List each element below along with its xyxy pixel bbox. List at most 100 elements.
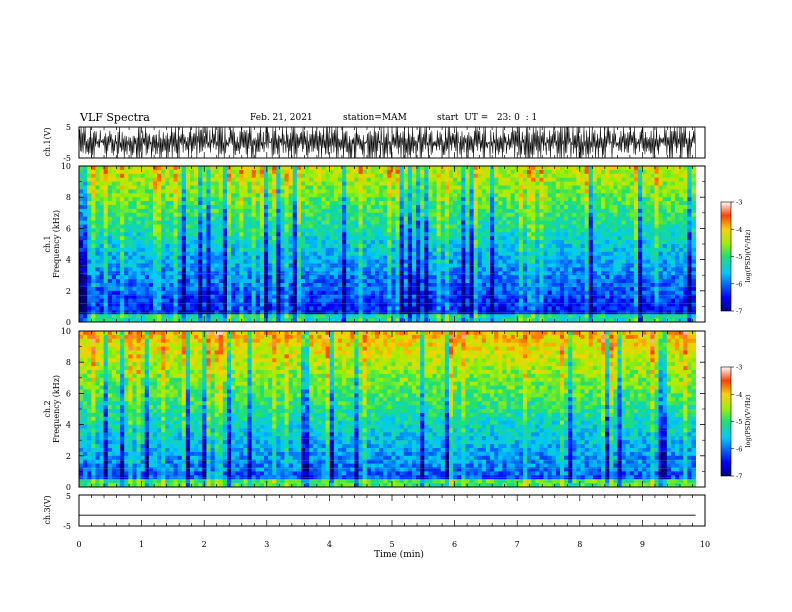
spectrogram-cell (247, 279, 252, 284)
spectrogram-cell (284, 232, 289, 237)
spectrogram-cell (453, 244, 458, 249)
spectrogram-cell (243, 212, 248, 218)
spectrogram-cell (350, 283, 355, 288)
spectrogram-cell (103, 236, 109, 241)
spectrogram-cell (506, 173, 511, 179)
spectrogram-cell (206, 193, 211, 198)
spectrogram-cell (494, 283, 499, 288)
spectrogram-cell (202, 255, 207, 260)
spectrogram-cell (465, 314, 470, 319)
spectrogram-cell (576, 318, 581, 323)
spectrogram-cell (518, 306, 524, 311)
spectrogram-cell (370, 166, 376, 171)
spectrogram-cell (514, 228, 520, 233)
spectrogram-cell (87, 247, 92, 253)
spectrogram-cell (432, 220, 437, 225)
spectrogram-cell (128, 302, 133, 307)
spectrogram-cell (300, 286, 306, 292)
spectrogram-cell (518, 279, 524, 284)
spectrogram-cell (457, 318, 462, 323)
spectrogram-cell (300, 244, 306, 249)
spectrogram-cell (502, 201, 507, 206)
spectrogram-cell (580, 169, 585, 175)
spectrogram-cell (329, 298, 335, 303)
spectrogram-cell (144, 310, 150, 315)
spectrogram-cell (502, 310, 507, 315)
spectrogram-cell (268, 228, 273, 233)
spectrogram-cell (148, 294, 154, 299)
spectrogram-cell (432, 240, 437, 245)
spectrogram-cell (374, 224, 380, 229)
spectrogram-cell (181, 247, 187, 253)
spectrogram-cell (292, 247, 298, 253)
spectrogram-cell (210, 255, 215, 260)
spectrogram-cell (584, 263, 590, 268)
spectrogram-cell (485, 197, 491, 202)
spectrogram-cell (444, 169, 450, 175)
spectrogram-cell (399, 283, 405, 288)
spectrogram-cell (152, 197, 158, 202)
spectrogram-cell (502, 298, 507, 303)
spectrogram-cell (222, 177, 228, 182)
spectrogram-cell (239, 232, 244, 237)
spectrogram-cell (259, 205, 265, 210)
spectrogram-cell (268, 318, 273, 323)
spectrogram-cell (116, 189, 121, 194)
spectrogram-cell (547, 240, 553, 245)
spectrogram-cell (247, 267, 252, 272)
spectrogram-cell (231, 181, 236, 186)
spectrogram-cell (399, 166, 405, 171)
spectrogram-cell (568, 259, 573, 264)
spectrogram-cell (268, 212, 273, 218)
spectrogram-cell (387, 169, 392, 175)
spectrogram-cell (103, 208, 109, 214)
spectrogram-cell (395, 318, 400, 323)
spectrogram-cell (152, 244, 158, 249)
spectrogram-cell (379, 185, 384, 190)
spectrogram-cell (144, 290, 150, 296)
spectrogram-cell (206, 302, 211, 307)
spectrogram-cell (132, 251, 137, 257)
spectrogram-cell (161, 294, 166, 299)
spectrogram-cell (120, 279, 125, 284)
spectrogram-cell (383, 318, 388, 323)
spectrogram-cell (395, 228, 400, 233)
spectrogram-cell (95, 173, 100, 179)
spectrogram-cell (358, 216, 363, 221)
spectrogram-cell (564, 224, 569, 229)
spectrogram-cell (399, 267, 405, 272)
spectrogram-cell (498, 306, 503, 311)
spectrogram-cell (292, 310, 298, 315)
spectrogram-cell (461, 169, 466, 175)
spectrogram-cell (444, 224, 450, 229)
spectrogram-cell (572, 314, 577, 319)
spectrogram-cell (510, 189, 516, 194)
spectrogram-cell (317, 306, 322, 311)
spectrogram-cell (103, 267, 109, 272)
spectrogram-cell (202, 314, 207, 319)
spectrogram-cell (173, 267, 179, 272)
spectrogram-cell (255, 197, 261, 202)
spectrogram-cell (510, 247, 516, 253)
spectrogram-cell (416, 205, 421, 210)
spectrogram-cell (506, 181, 511, 186)
spectrogram-cell (494, 220, 499, 225)
spectrogram-cell (576, 216, 581, 221)
spectrogram-cell (305, 306, 310, 311)
spectrogram-cell (531, 251, 536, 257)
spectrogram-cell (226, 263, 232, 268)
spectrogram-cell (95, 255, 100, 260)
spectrogram-cell (485, 185, 491, 190)
spectrogram-cell (568, 267, 573, 272)
spectrogram-cell (255, 302, 261, 307)
spectrogram-cell (243, 224, 248, 229)
spectrogram-cell (206, 185, 211, 190)
spectrogram-cell (128, 197, 133, 202)
spectrogram-cell (498, 201, 503, 206)
spectrogram-cell (284, 294, 289, 299)
spectrogram-cell (453, 201, 458, 206)
spectrogram-cell (485, 255, 491, 260)
spectrogram-cell (194, 173, 199, 179)
spectrogram-cell (226, 251, 232, 257)
spectrogram-cell (79, 310, 84, 315)
